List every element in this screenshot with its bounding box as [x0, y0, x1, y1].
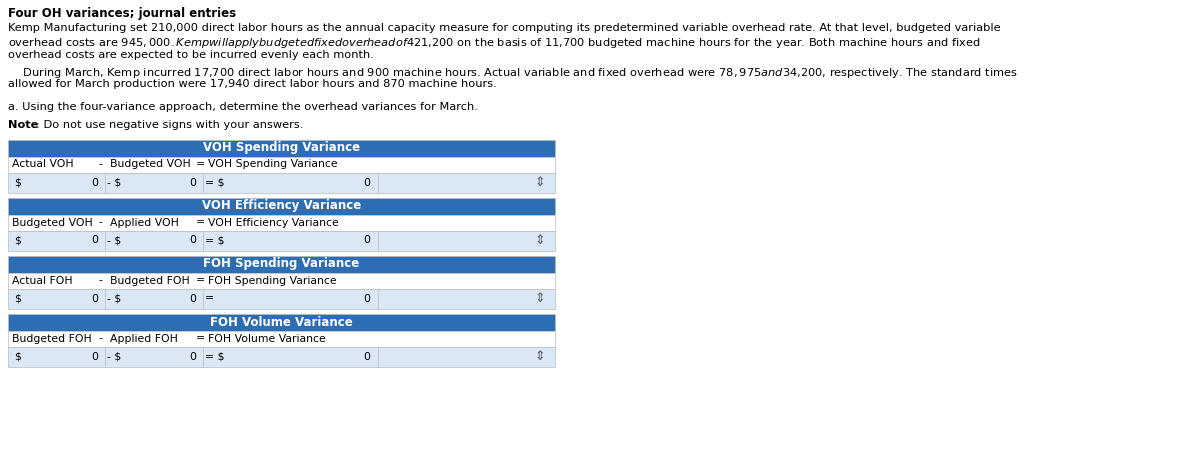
Text: Budgeted VOH: Budgeted VOH — [110, 160, 191, 170]
Bar — [8, 331, 554, 346]
Text: 0: 0 — [364, 236, 370, 246]
Text: 0: 0 — [91, 236, 98, 246]
Text: =: = — [196, 160, 205, 170]
Bar — [8, 156, 554, 172]
Text: = $: = $ — [205, 236, 224, 246]
Text: $: $ — [14, 352, 20, 361]
Text: Four OH variances; journal entries: Four OH variances; journal entries — [8, 7, 236, 20]
Bar — [8, 230, 554, 250]
Text: $: $ — [14, 294, 20, 304]
Bar — [8, 314, 554, 331]
Text: 0: 0 — [190, 294, 196, 304]
Text: -: - — [98, 218, 102, 228]
Text: Budgeted FOH: Budgeted FOH — [12, 333, 91, 343]
Text: 0: 0 — [91, 178, 98, 188]
Text: 0: 0 — [91, 352, 98, 361]
Text: =: = — [196, 333, 205, 343]
Text: Budgeted FOH: Budgeted FOH — [110, 276, 190, 285]
Text: ⇕: ⇕ — [534, 176, 545, 189]
Text: -: - — [98, 160, 102, 170]
Text: 0: 0 — [364, 178, 370, 188]
Text: - $: - $ — [107, 236, 121, 246]
Text: VOH Efficiency Variance: VOH Efficiency Variance — [208, 218, 338, 228]
Text: ⇕: ⇕ — [534, 292, 545, 305]
Text: Applied VOH: Applied VOH — [110, 218, 179, 228]
Text: FOH Volume Variance: FOH Volume Variance — [210, 315, 353, 329]
Bar — [8, 288, 554, 308]
Text: Budgeted VOH: Budgeted VOH — [12, 218, 92, 228]
Text: =: = — [196, 276, 205, 285]
Text: Actual VOH: Actual VOH — [12, 160, 73, 170]
Bar — [8, 140, 554, 156]
Text: =: = — [196, 218, 205, 228]
Text: - $: - $ — [107, 178, 121, 188]
Text: a. Using the four-variance approach, determine the overhead variances for March.: a. Using the four-variance approach, det… — [8, 103, 478, 113]
Text: VOH Spending Variance: VOH Spending Variance — [208, 160, 337, 170]
Text: 0: 0 — [190, 178, 196, 188]
Text: =: = — [205, 294, 214, 304]
Bar — [8, 172, 554, 192]
Text: 0: 0 — [364, 352, 370, 361]
Bar — [8, 256, 554, 273]
Text: VOH Spending Variance: VOH Spending Variance — [203, 142, 360, 154]
Bar — [8, 273, 554, 288]
Text: - $: - $ — [107, 294, 121, 304]
Text: overhead costs are $945,000. Kemp will apply budgeted fixed overhead of $421,200: overhead costs are $945,000. Kemp will a… — [8, 37, 980, 50]
Bar — [8, 346, 554, 367]
Text: 0: 0 — [190, 352, 196, 361]
Text: VOH Efficiency Variance: VOH Efficiency Variance — [202, 200, 361, 212]
Text: = $: = $ — [205, 352, 224, 361]
Text: $: $ — [14, 236, 20, 246]
Text: Actual FOH: Actual FOH — [12, 276, 73, 285]
Text: - $: - $ — [107, 352, 121, 361]
Text: Kemp Manufacturing set 210,000 direct labor hours as the annual capacity measure: Kemp Manufacturing set 210,000 direct la… — [8, 23, 1001, 33]
Bar — [8, 215, 554, 230]
Text: overhead costs are expected to be incurred evenly each month.: overhead costs are expected to be incurr… — [8, 50, 374, 60]
Text: allowed for March production were 17,940 direct labor hours and 870 machine hour: allowed for March production were 17,940… — [8, 79, 497, 89]
Text: -: - — [98, 276, 102, 285]
Text: 0: 0 — [190, 236, 196, 246]
Text: 0: 0 — [364, 294, 370, 304]
Text: ⇕: ⇕ — [534, 234, 545, 247]
Text: -: - — [98, 333, 102, 343]
Bar — [8, 198, 554, 215]
Text: ⇕: ⇕ — [534, 350, 545, 363]
Text: = $: = $ — [205, 178, 224, 188]
Text: During March, Kemp incurred 17,700 direct labor hours and 900 machine hours. Act: During March, Kemp incurred 17,700 direc… — [8, 66, 1018, 79]
Text: Applied FOH: Applied FOH — [110, 333, 178, 343]
Text: : Do not use negative signs with your answers.: : Do not use negative signs with your an… — [36, 120, 304, 130]
Text: FOH Volume Variance: FOH Volume Variance — [208, 333, 325, 343]
Text: FOH Spending Variance: FOH Spending Variance — [208, 276, 337, 285]
Text: FOH Spending Variance: FOH Spending Variance — [203, 257, 360, 270]
Text: 0: 0 — [91, 294, 98, 304]
Text: Note: Note — [8, 120, 38, 130]
Text: $: $ — [14, 178, 20, 188]
